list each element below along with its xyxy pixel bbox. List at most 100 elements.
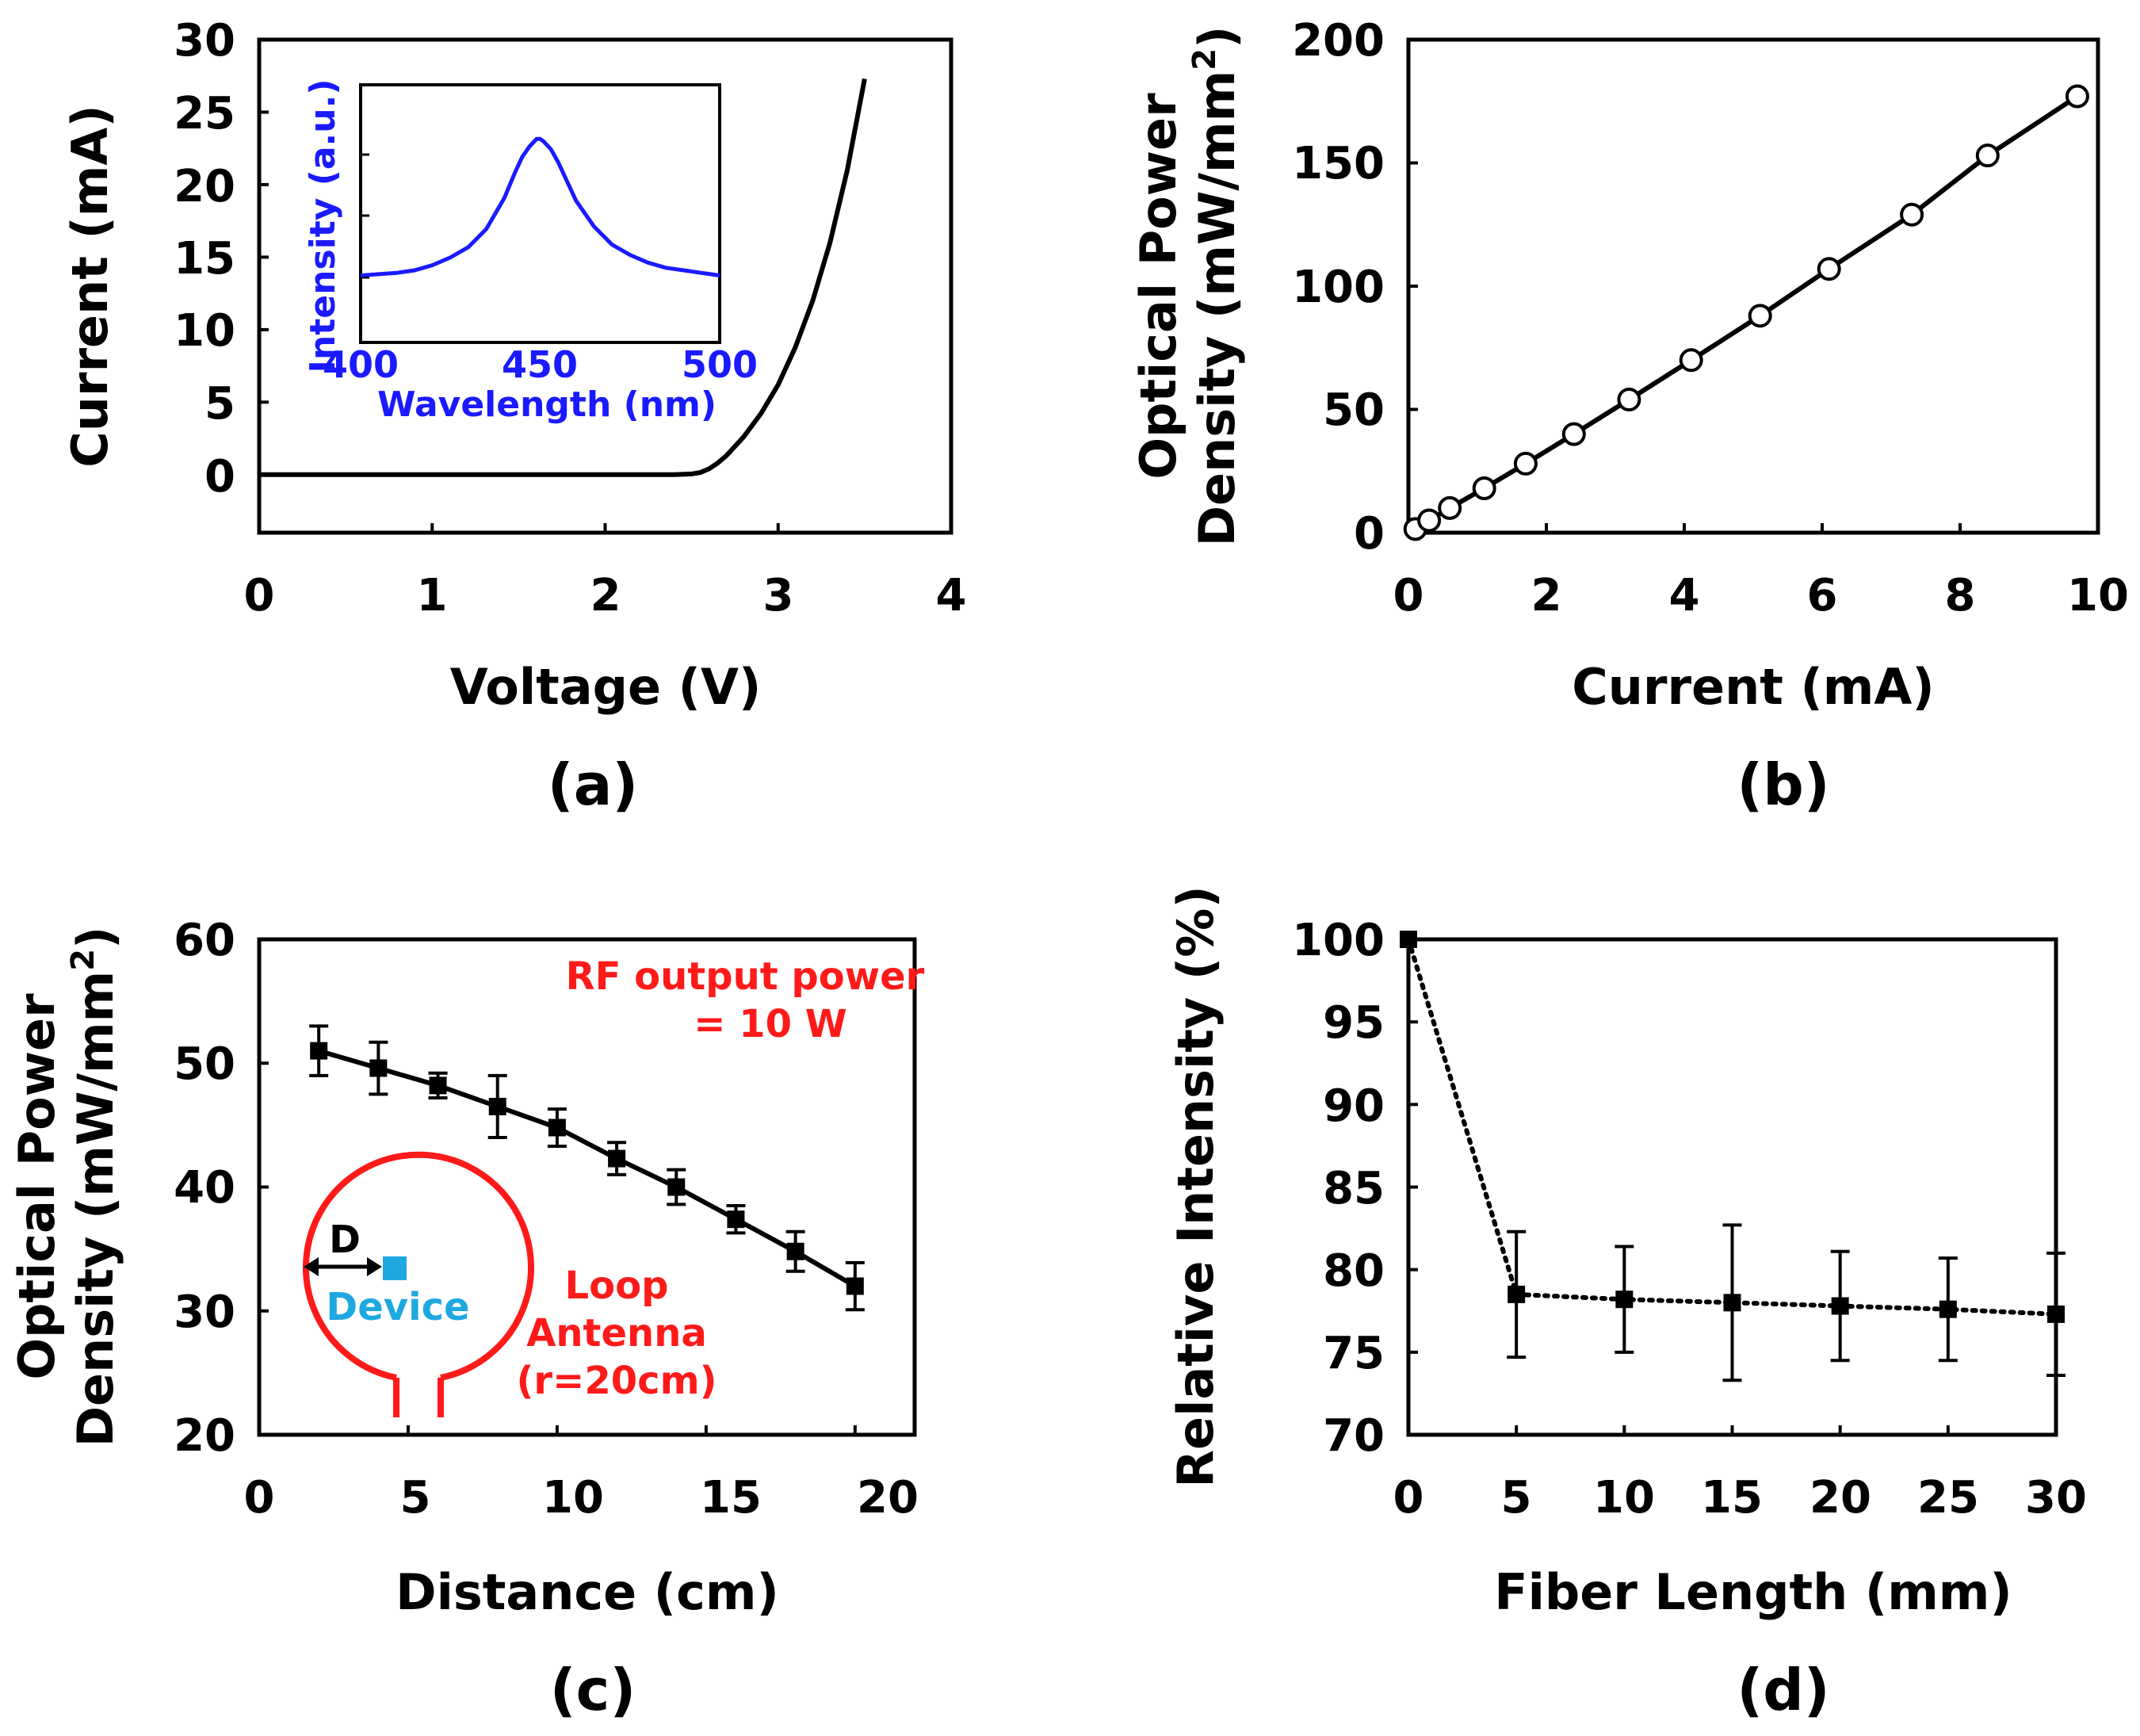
panel-c-data-point xyxy=(429,1076,447,1095)
panel-d-x-axis-label: Fiber Length (mm) xyxy=(1494,1563,2012,1621)
panel-c-data-point xyxy=(488,1097,506,1115)
panel-d-xtick-label: 10 xyxy=(1593,1472,1655,1524)
panel-c-xtick-label: 5 xyxy=(400,1472,431,1524)
antenna-label-line1: Loop xyxy=(565,1264,669,1308)
panel-b-data-point xyxy=(1748,304,1772,328)
panel-d-y-axis-label: Relative Intensity (%) xyxy=(1167,885,1225,1487)
panel-c-data-point xyxy=(608,1149,626,1168)
panel-b-ytick-label: 200 xyxy=(1292,15,1385,67)
inset-xtick-label: 400 xyxy=(323,343,399,386)
panel-c-rf-power-line2: = 10 W xyxy=(694,1002,846,1046)
panel-d: 0 5 10 15 20 25 30 70 75 80 85 90 95 100… xyxy=(1167,885,2087,1723)
panel-b-yticks: 0 50 100 150 200 xyxy=(1292,15,1385,560)
panel-a-xtick-label: 1 xyxy=(417,570,448,621)
panel-a: 0 1 2 3 4 0 5 10 15 20 25 30 Voltage (V)… xyxy=(61,15,966,818)
panel-c-xticks: 0 5 10 15 20 xyxy=(244,1472,919,1524)
panel-b-label: (b) xyxy=(1737,751,1829,818)
panel-d-data-point xyxy=(1831,1297,1849,1315)
panel-c-xtick-label: 15 xyxy=(700,1472,762,1524)
panel-c-y-axis-label-close: ) xyxy=(67,927,124,949)
panel-c-ytick-label: 60 xyxy=(174,915,235,966)
panel-c-yticks: 20 30 40 50 60 xyxy=(174,915,235,1462)
panel-a-iv-curve xyxy=(259,78,867,477)
panel-d-xticks: 0 5 10 15 20 25 30 xyxy=(1393,1472,2087,1524)
device-label: Device xyxy=(326,1285,469,1329)
panel-d-ytick-label: 80 xyxy=(1323,1245,1385,1297)
panel-b-y-axis-label-main: Density (mW/mm xyxy=(1188,71,1246,547)
panel-c-markers xyxy=(309,1024,865,1312)
panel-c-ytick-label: 50 xyxy=(174,1038,235,1090)
panel-a-yticks: 0 5 10 15 20 25 30 xyxy=(174,15,235,503)
panel-c-ytick-label: 20 xyxy=(174,1410,235,1462)
panel-a-label: (a) xyxy=(548,751,638,818)
antenna-label-line3: (r=20cm) xyxy=(516,1359,717,1403)
panel-d-data-point xyxy=(1939,1300,1957,1318)
panel-b-data-point xyxy=(1975,143,2000,168)
panel-c-y-axis-label-line1: Optical Power xyxy=(8,993,66,1380)
panel-d-xtick-label: 5 xyxy=(1501,1472,1532,1524)
panel-d-xtick-label: 15 xyxy=(1701,1472,1763,1524)
panel-c-ytick-label: 30 xyxy=(174,1287,235,1338)
panel-b-y-axis-label-line1: Optical Power xyxy=(1129,93,1187,480)
panel-c-data-point xyxy=(369,1059,388,1077)
panel-d-xtick-label: 20 xyxy=(1809,1472,1871,1524)
panel-d-ytick-label: 95 xyxy=(1323,997,1385,1049)
panel-b-xtick-label: 4 xyxy=(1669,570,1700,621)
panel-d-label: (d) xyxy=(1737,1657,1829,1723)
distance-d-label: D xyxy=(329,1218,361,1262)
inset-xtick-label: 450 xyxy=(502,343,578,386)
panel-c-y-axis-label-line2: Density (mW/mm2) xyxy=(65,927,124,1447)
panel-c-ytick-label: 40 xyxy=(174,1162,235,1214)
panel-a-ytick-label: 10 xyxy=(174,305,235,357)
panel-b-xtick-label: 10 xyxy=(2067,570,2129,621)
panel-b-xtick-label: 6 xyxy=(1807,570,1838,621)
panel-c-xtick-label: 0 xyxy=(244,1472,275,1524)
panel-d-data-point xyxy=(2047,1305,2065,1323)
panel-b-data-point xyxy=(1817,257,1841,281)
panel-b-ytick-label: 50 xyxy=(1323,384,1385,436)
panel-d-yticks: 70 75 80 85 90 95 100 xyxy=(1292,915,1385,1462)
panel-d-ytick-label: 100 xyxy=(1292,915,1385,966)
panel-a-ytick-label: 15 xyxy=(174,233,235,285)
loop-antenna-schematic: D Device xyxy=(303,1151,534,1417)
panel-c-data-line xyxy=(318,1048,857,1289)
panel-b-data-point xyxy=(1438,495,1462,520)
panel-d-xtick-label: 0 xyxy=(1393,1472,1424,1524)
panel-d-data-point xyxy=(1723,1294,1741,1312)
panel-b-data-point xyxy=(2065,84,2089,109)
panel-b-data-point xyxy=(1513,451,1538,476)
panel-a-xtick-label: 3 xyxy=(763,570,794,621)
distance-arrow-head-left xyxy=(304,1257,319,1276)
panel-b-xtick-label: 0 xyxy=(1393,570,1424,621)
inset-x-axis-label: Wavelength (nm) xyxy=(377,384,717,425)
panel-d-data-point xyxy=(1615,1291,1634,1309)
panel-a-ytick-label: 0 xyxy=(204,451,235,503)
panel-c-data-point xyxy=(667,1178,686,1196)
panel-b-ytick-label: 150 xyxy=(1292,138,1385,189)
panel-d-xtick-label: 25 xyxy=(1917,1472,1979,1524)
panel-b-xtick-label: 8 xyxy=(1945,570,1976,621)
panel-a-y-axis-label: Current (mA) xyxy=(61,105,119,467)
panel-c-x-axis-label: Distance (cm) xyxy=(396,1563,779,1621)
panel-b-data-point xyxy=(1679,348,1703,373)
panel-b-data-point xyxy=(1561,422,1586,446)
panel-b-data-point xyxy=(1900,202,1924,227)
panel-a-inset: 400 450 500 Wavelength (nm) Intensity (a… xyxy=(303,79,758,425)
panel-c-data-point xyxy=(846,1277,864,1295)
panel-b-x-axis-label: Current (mA) xyxy=(1572,658,1934,716)
panel-b-y-axis-label-superscript: 2 xyxy=(1187,48,1223,71)
panel-c-rf-power-line1: RF output power xyxy=(566,954,925,999)
panel-a-ytick-label: 5 xyxy=(204,378,235,430)
panel-a-x-axis-label: Voltage (V) xyxy=(450,658,762,716)
panel-a-xtick-label: 4 xyxy=(936,570,967,621)
panel-c-data-point xyxy=(786,1242,804,1260)
panel-a-ytick-label: 25 xyxy=(174,88,235,140)
panel-b-xtick-label: 2 xyxy=(1531,570,1562,621)
panel-c-y-axis-label-superscript: 2 xyxy=(65,949,101,971)
panel-c-data-point xyxy=(548,1118,566,1137)
panel-b-data-point xyxy=(1472,476,1496,501)
panel-b-y-axis-label-close: ) xyxy=(1188,26,1246,48)
panel-d-data-point xyxy=(1508,1285,1526,1303)
panel-c: 0 5 10 15 20 20 30 40 50 60 RF output po… xyxy=(8,915,925,1723)
panel-b-ytick-label: 100 xyxy=(1292,262,1385,313)
